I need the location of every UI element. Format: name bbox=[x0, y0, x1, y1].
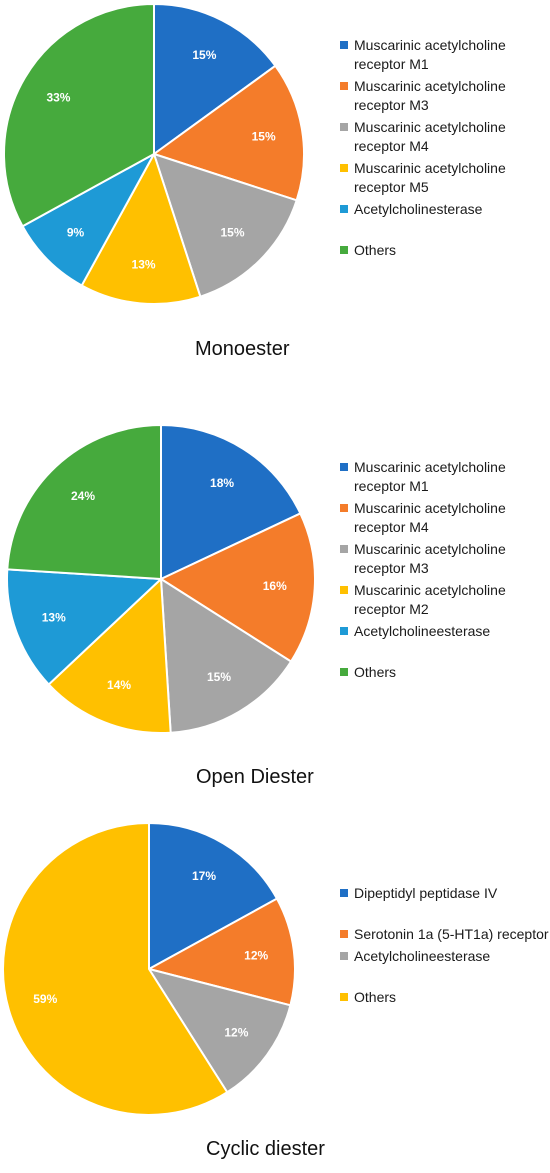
pie-slice-muscarinic-acetylcholine-receptor-m5 bbox=[80, 151, 202, 305]
pie-slice-others bbox=[6, 423, 162, 581]
chart-open-diester: 18% 16% 15% 14% 13% 24% Muscarinic acetylchol… bbox=[0, 420, 550, 800]
legend-swatch bbox=[340, 82, 348, 90]
legend-label: Muscarinic acetylcholine receptor M3 bbox=[354, 78, 506, 113]
legend-swatch bbox=[340, 205, 348, 213]
legend-label: Muscarinic acetylcholine receptor M1 bbox=[354, 459, 506, 494]
pie-slice-acetylcholinesterase bbox=[21, 151, 157, 287]
legend-swatch bbox=[340, 41, 348, 49]
legend-swatch bbox=[340, 246, 348, 254]
legend-item-muscarinic-acetylcholine-receptor-m5: Muscarinic acetylcholine receptor M5 bbox=[340, 159, 550, 197]
chart-title-cyclic-diester: Cyclic diester bbox=[206, 1138, 325, 1160]
legend-label: Muscarinic acetylcholine receptor M3 bbox=[354, 541, 506, 576]
legend-label: Muscarinic acetylcholine receptor M4 bbox=[354, 119, 506, 154]
slice-label-others: 33% bbox=[46, 90, 70, 104]
chart-monoester: 15% 15% 15% 13% 9% 33% Muscarinic acetylcholi… bbox=[0, 0, 550, 380]
slice-label-muscarinic-acetylcholine-receptor-m2: 14% bbox=[107, 678, 131, 692]
slice-label-muscarinic-acetylcholine-receptor-m3: 15% bbox=[252, 130, 276, 144]
slice-label-acetylcholineesterase: 13% bbox=[42, 611, 66, 625]
pie-slice-acetylcholineesterase bbox=[146, 967, 292, 1094]
legend-item-muscarinic-acetylcholine-receptor-m3: Muscarinic acetylcholine receptor M3 bbox=[340, 540, 550, 578]
pie-slice-dipeptidyl-peptidase-iv bbox=[148, 821, 279, 971]
pie-slice-muscarinic-acetylcholine-receptor-m1 bbox=[160, 423, 302, 581]
legend-label: Muscarinic acetylcholine receptor M1 bbox=[354, 37, 506, 72]
slice-label-acetylcholineesterase: 12% bbox=[224, 1026, 248, 1040]
legend-swatch bbox=[340, 463, 348, 471]
legend-label: Muscarinic acetylcholine receptor M5 bbox=[354, 160, 506, 195]
pie-slice-others bbox=[2, 821, 229, 1116]
pie-monoester: 15% 15% 15% 13% 9% 33% bbox=[3, 2, 305, 305]
legend-label: Muscarinic acetylcholine receptor M2 bbox=[354, 582, 506, 617]
legend-item-serotonin-1a-5-ht1a-receptor: Serotonin 1a (5-HT1a) receptor bbox=[340, 925, 549, 944]
legend-swatch bbox=[340, 123, 348, 131]
pie-slice-serotonin-1a-5-ht1a-receptor bbox=[146, 897, 296, 1007]
legend-swatch bbox=[340, 668, 348, 676]
legend-swatch bbox=[340, 930, 348, 938]
slice-label-serotonin-1a-5-ht1a-receptor: 12% bbox=[244, 948, 268, 962]
legend-label: Acetylcholineesterase bbox=[354, 623, 491, 639]
legend-item-muscarinic-acetylcholine-receptor-m4: Muscarinic acetylcholine receptor M4 bbox=[340, 118, 550, 156]
slice-label-dipeptidyl-peptidase-iv: 17% bbox=[192, 869, 216, 883]
legend-item-others: Others bbox=[340, 988, 549, 1007]
slice-label-muscarinic-acetylcholine-receptor-m1: 18% bbox=[210, 476, 234, 490]
pie-slice-acetylcholineesterase bbox=[6, 568, 164, 686]
slice-label-others: 59% bbox=[33, 992, 57, 1006]
legend-item-dipeptidyl-peptidase-iv: Dipeptidyl peptidase IV bbox=[340, 884, 549, 903]
legend-swatch bbox=[340, 586, 348, 594]
legend-swatch bbox=[340, 504, 348, 512]
pie-slice-others bbox=[3, 2, 155, 228]
pie-slice-muscarinic-acetylcholine-receptor-m3 bbox=[159, 577, 293, 734]
legend-item-muscarinic-acetylcholine-receptor-m3: Muscarinic acetylcholine receptor M3 bbox=[340, 77, 550, 115]
legend-item-acetylcholineesterase: Acetylcholineesterase bbox=[340, 947, 549, 966]
slice-label-muscarinic-acetylcholine-receptor-m4: 16% bbox=[263, 579, 287, 593]
slice-label-muscarinic-acetylcholine-receptor-m3: 15% bbox=[207, 670, 231, 684]
legend-label: Dipeptidyl peptidase IV bbox=[354, 885, 498, 901]
legend-label: Muscarinic acetylcholine receptor M4 bbox=[354, 500, 506, 535]
pie-slice-muscarinic-acetylcholine-receptor-m1 bbox=[153, 2, 277, 156]
legend-swatch bbox=[340, 545, 348, 553]
slice-label-muscarinic-acetylcholine-receptor-m5: 13% bbox=[132, 258, 156, 272]
legend-cyclic-diester: Dipeptidyl peptidase IV Serotonin 1a (5-H… bbox=[340, 884, 549, 1029]
legend-item-others: Others bbox=[340, 663, 550, 682]
legend-swatch bbox=[340, 627, 348, 635]
slice-label-muscarinic-acetylcholine-receptor-m4: 15% bbox=[220, 225, 244, 239]
legend-label: Serotonin 1a (5-HT1a) receptor bbox=[354, 926, 549, 942]
legend-label: Acetylcholinesterase bbox=[354, 201, 483, 217]
legend-item-muscarinic-acetylcholine-receptor-m1: Muscarinic acetylcholine receptor M1 bbox=[340, 36, 550, 74]
legend-item-muscarinic-acetylcholine-receptor-m4: Muscarinic acetylcholine receptor M4 bbox=[340, 499, 550, 537]
slice-label-acetylcholinesterase: 9% bbox=[67, 225, 85, 239]
pie-cyclic-diester: 17% 12% 12% 59% bbox=[2, 821, 296, 1116]
legend-item-muscarinic-acetylcholine-receptor-m1: Muscarinic acetylcholine receptor M1 bbox=[340, 458, 550, 496]
legend-swatch bbox=[340, 164, 348, 172]
legend-swatch bbox=[340, 993, 348, 1001]
legend-item-acetylcholineesterase: Acetylcholineesterase bbox=[340, 622, 550, 641]
pie-open-diester: 18% 16% 15% 14% 13% 24% bbox=[6, 423, 316, 734]
legend-open-diester: Muscarinic acetylcholine receptor M1 Musc… bbox=[340, 458, 550, 704]
legend-item-others: Others bbox=[340, 241, 550, 260]
pie-slice-muscarinic-acetylcholine-receptor-m4 bbox=[158, 512, 316, 663]
slice-label-muscarinic-acetylcholine-receptor-m1: 15% bbox=[192, 48, 216, 62]
legend-item-acetylcholinesterase: Acetylcholinesterase bbox=[340, 200, 550, 219]
slice-label-others: 24% bbox=[71, 489, 95, 503]
pie-slice-muscarinic-acetylcholine-receptor-m3 bbox=[151, 64, 305, 202]
legend-label: Acetylcholineesterase bbox=[354, 948, 491, 964]
legend-swatch bbox=[340, 952, 348, 960]
legend-swatch bbox=[340, 889, 348, 897]
legend-label: Others bbox=[354, 664, 397, 680]
chart-cyclic-diester: 17% 12% 12% 59% Dipeptidyl peptidase IV Sero… bbox=[0, 820, 550, 1173]
chart-title-monoester: Monoester bbox=[195, 338, 290, 360]
legend-label: Others bbox=[354, 242, 397, 258]
legend-item-muscarinic-acetylcholine-receptor-m2: Muscarinic acetylcholine receptor M2 bbox=[340, 581, 550, 619]
legend-monoester: Muscarinic acetylcholine receptor M1 Musc… bbox=[340, 36, 550, 282]
pie-slice-muscarinic-acetylcholine-receptor-m2 bbox=[47, 576, 172, 734]
chart-title-open-diester: Open Diester bbox=[196, 766, 314, 788]
legend-label: Others bbox=[354, 989, 397, 1005]
